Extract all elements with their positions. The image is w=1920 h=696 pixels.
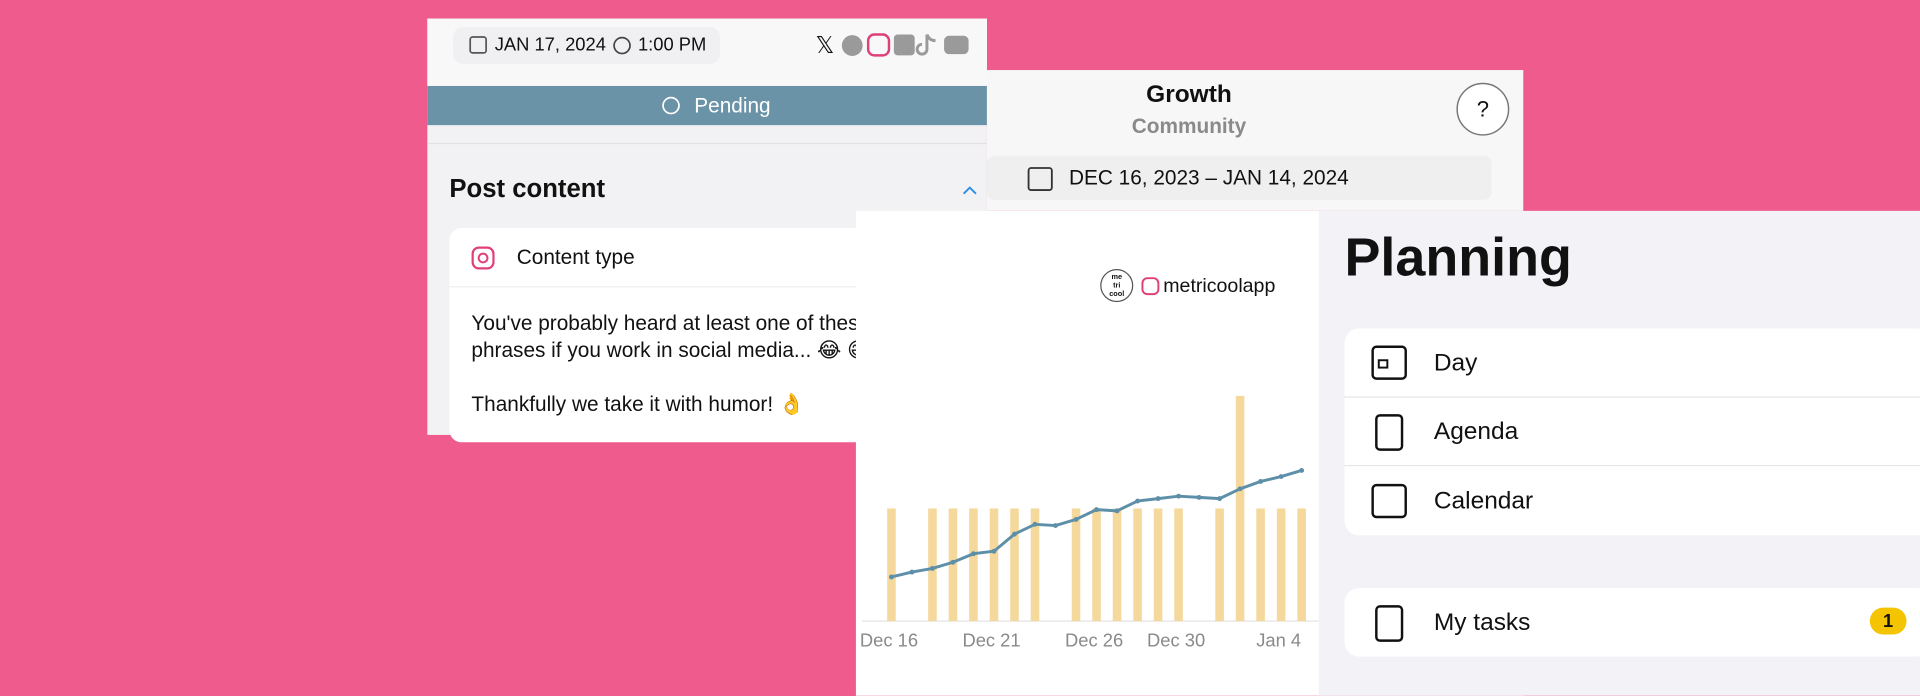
avatar-text: cool xyxy=(1109,289,1124,298)
tasks-label[interactable]: My tasks xyxy=(1434,609,1531,636)
bar xyxy=(1092,508,1101,622)
calendar-icon xyxy=(469,36,487,54)
status-bar xyxy=(427,85,987,126)
post-text-line: phrases if you work in social media... 😂… xyxy=(471,339,868,362)
line-point xyxy=(1258,479,1264,484)
avatar-text: me xyxy=(1111,272,1122,281)
account-name: metricoolapp xyxy=(1163,275,1275,297)
bar xyxy=(1153,508,1163,622)
bar xyxy=(1276,508,1286,622)
avatar-text: tri xyxy=(1113,280,1120,289)
linkedin-icon xyxy=(893,34,915,56)
tasks-count: 1 xyxy=(1883,610,1893,631)
x-tick-label: Dec 16 xyxy=(860,630,918,651)
avatar xyxy=(1100,269,1134,303)
content-type-label: Content type xyxy=(517,246,635,269)
line-point xyxy=(1217,496,1223,502)
help-label[interactable]: ? xyxy=(1477,96,1489,121)
bar xyxy=(1133,508,1142,622)
line-point xyxy=(1176,493,1182,499)
collapse-chevron[interactable] xyxy=(962,186,977,195)
line-point xyxy=(1278,474,1284,480)
planning-title: Planning xyxy=(1344,227,1571,287)
growth-title: Growth xyxy=(1146,81,1232,108)
post-text-line: Thankfully we take it with humor! 👌 xyxy=(471,392,804,416)
instagram-icon-lens xyxy=(477,252,489,264)
line-point xyxy=(1073,516,1079,522)
planning-panel: Planning Day Agenda Calendar My tasks 1 xyxy=(1318,210,1920,696)
line-point xyxy=(1135,498,1140,504)
x-tick-label: Dec 30 xyxy=(1147,630,1205,651)
x-tick-label: Jan 4 xyxy=(1256,630,1301,651)
bar xyxy=(1010,508,1019,622)
youtube-icon xyxy=(944,35,969,55)
calendar-icon xyxy=(1371,483,1407,519)
bar xyxy=(1215,508,1224,622)
bar xyxy=(1112,508,1122,622)
tasks-badge xyxy=(1869,607,1907,635)
tasks-card[interactable] xyxy=(1344,588,1920,657)
bar xyxy=(1235,395,1245,622)
tiktok-icon xyxy=(915,33,936,56)
line-point xyxy=(1155,496,1161,502)
x-tick-label: Dec 21 xyxy=(962,630,1020,651)
chart: Dec 16 Dec 21 Dec 26 Dec 30 Jan 4 xyxy=(860,395,1319,651)
section-title: Post content xyxy=(449,175,605,203)
clock-icon xyxy=(613,36,631,55)
bar xyxy=(948,508,958,622)
status-text: Pending xyxy=(694,94,770,117)
menu-item[interactable]: Calendar xyxy=(1434,488,1533,515)
bar xyxy=(1030,508,1040,622)
calendar-icon xyxy=(1027,167,1053,191)
menu-card xyxy=(1344,328,1920,536)
line-point xyxy=(1237,486,1243,492)
bar xyxy=(1297,508,1306,622)
x-tick-label: Dec 26 xyxy=(1065,630,1123,651)
facebook-icon xyxy=(841,35,863,56)
post-text-line: You've probably heard at least one of th… xyxy=(471,312,870,335)
day-icon xyxy=(1371,345,1407,380)
line-point xyxy=(1094,507,1099,513)
line-point xyxy=(1114,508,1120,514)
bar xyxy=(887,508,896,622)
bar xyxy=(1071,508,1081,622)
menu-item[interactable]: Agenda xyxy=(1434,418,1519,445)
date-range-bar[interactable] xyxy=(986,155,1492,200)
instagram-icon xyxy=(471,246,495,270)
bar xyxy=(928,508,937,622)
date-chip xyxy=(453,27,720,64)
line-point xyxy=(1299,468,1305,473)
instagram-icon xyxy=(866,33,891,57)
x-icon: 𝕏 xyxy=(816,32,835,58)
line-point xyxy=(971,551,976,557)
tasks-icon xyxy=(1375,605,1404,642)
menu-item[interactable]: Day xyxy=(1434,349,1478,376)
growth-subtitle: Community xyxy=(1132,115,1247,138)
line-point xyxy=(909,569,915,575)
post-date: JAN 17, 2024 xyxy=(495,33,606,54)
line-point xyxy=(1053,523,1058,528)
status-icon xyxy=(662,96,680,115)
line-point xyxy=(1012,531,1017,537)
line-point xyxy=(888,574,894,580)
network-icons: 𝕏 xyxy=(816,32,969,58)
line-point xyxy=(1196,494,1202,500)
post-time: 1:00 PM xyxy=(638,33,706,54)
help-button[interactable] xyxy=(1456,82,1510,136)
line-point xyxy=(930,565,935,571)
instagram-icon xyxy=(1141,277,1160,296)
line-point xyxy=(1032,521,1038,527)
agenda-icon xyxy=(1375,414,1404,451)
line-point xyxy=(950,559,956,565)
bar xyxy=(989,508,999,622)
line-point xyxy=(991,548,997,554)
bar xyxy=(969,508,978,622)
bar xyxy=(1256,508,1265,622)
date-range: DEC 16, 2023 – JAN 14, 2024 xyxy=(1069,167,1349,190)
bar xyxy=(1174,508,1183,622)
day-icon-mark xyxy=(1377,359,1389,369)
